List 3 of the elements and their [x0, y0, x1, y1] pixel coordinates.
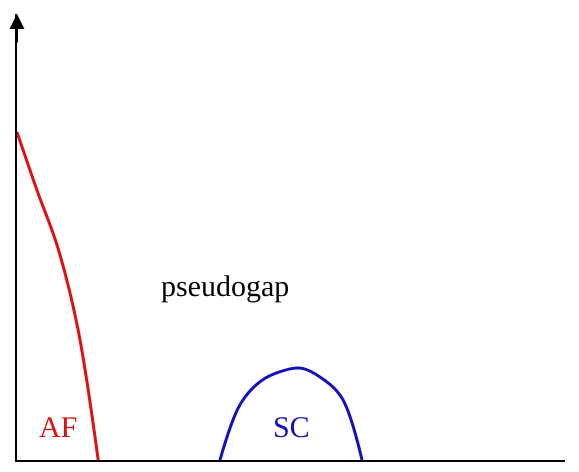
series-label: SC [273, 411, 310, 444]
annotation: pseudogap [161, 270, 290, 303]
series-label: AF [39, 411, 78, 444]
